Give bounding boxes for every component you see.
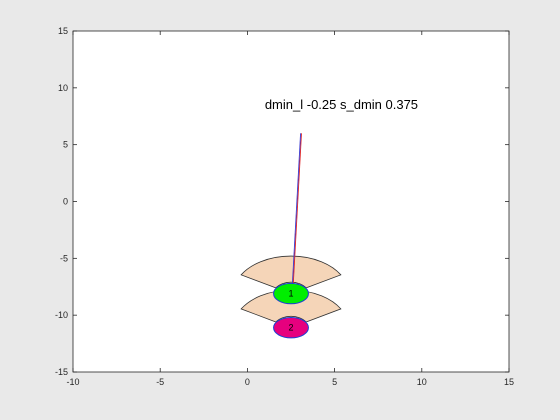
y-tick-label: -5 [60, 253, 68, 263]
agent-marker [273, 316, 309, 339]
agents: 12 [273, 282, 309, 339]
x-tick-label: 5 [332, 377, 337, 387]
y-axis-ticks: 15 10 5 0 -5 -10 -15 [55, 26, 509, 377]
trajectory-line [291, 133, 302, 294]
y-tick-label: 15 [58, 26, 68, 36]
trajectory-lines [291, 133, 302, 294]
view-sectors [240, 255, 342, 323]
y-tick-label: 0 [63, 197, 68, 207]
x-tick-label: 0 [245, 377, 250, 387]
y-tick-label: -10 [55, 310, 68, 320]
view-sector [240, 289, 342, 323]
y-tick-label: 5 [63, 140, 68, 150]
x-tick-label: 15 [504, 377, 514, 387]
x-tick-label: -10 [66, 377, 79, 387]
x-tick-label: 10 [417, 377, 427, 387]
x-axis-ticks: -10 -5 0 5 10 15 [66, 31, 514, 387]
agent-label: 2 [288, 323, 293, 333]
trajectory-line [292, 133, 302, 294]
agent-label: 1 [288, 289, 293, 299]
y-tick-label: 10 [58, 83, 68, 93]
annotation-text: dmin_l -0.25 s_dmin 0.375 [265, 97, 418, 112]
x-tick-label: -5 [156, 377, 164, 387]
view-sector [240, 255, 342, 289]
agent-marker [273, 282, 309, 305]
y-tick-label: -15 [55, 367, 68, 377]
